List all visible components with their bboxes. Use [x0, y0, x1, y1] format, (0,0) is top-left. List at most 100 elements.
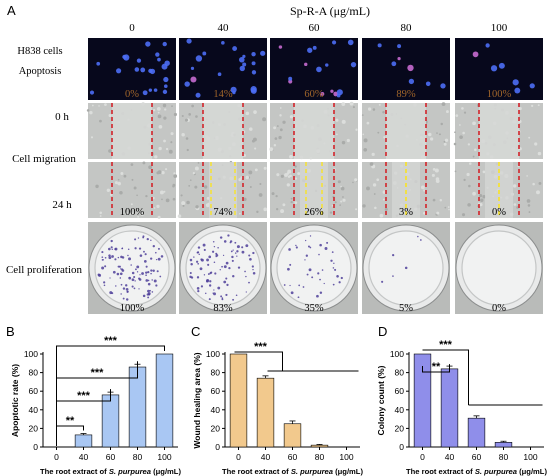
colony-dot — [114, 248, 117, 251]
texture-dot — [482, 170, 486, 174]
migration-percent: 74% — [213, 207, 233, 218]
texture-dot — [108, 113, 112, 118]
texture-dot — [368, 107, 371, 110]
x-axis-label: The root extract of S. purpurea (μg/mL) — [406, 467, 547, 476]
texture-dot — [184, 118, 189, 122]
colony-dot — [127, 254, 129, 257]
colony-dot — [302, 286, 305, 288]
colony-dot — [225, 277, 228, 280]
colony-dot — [319, 291, 323, 294]
apoptosis-percent: 14% — [213, 89, 233, 100]
texture-dot — [263, 166, 267, 170]
texture-dot — [168, 149, 173, 154]
texture-dot — [123, 174, 127, 178]
x-tick-label: 0 — [54, 452, 59, 462]
cell-nucleus — [304, 62, 308, 67]
texture-dot — [444, 138, 449, 142]
x-axis-label-post: (μg/mL) — [333, 467, 363, 476]
colony-dot — [249, 257, 252, 261]
colony-dot — [219, 269, 221, 271]
texture-dot — [276, 173, 280, 177]
colony-dot — [419, 239, 422, 241]
texture-dot — [194, 166, 199, 171]
significance-label: *** — [77, 390, 91, 402]
colony-dot — [152, 244, 155, 248]
texture-dot — [248, 170, 253, 175]
texture-dot — [195, 205, 199, 209]
migration-image: 26% — [270, 162, 358, 218]
cell-nucleus — [347, 39, 354, 46]
colony-dot — [306, 273, 309, 276]
colony-dot — [227, 234, 230, 237]
colony-dot — [160, 255, 164, 258]
migration-percent: 100% — [120, 207, 145, 218]
cell-nucleus — [251, 61, 256, 66]
texture-dot — [354, 178, 358, 182]
texture-dot — [538, 181, 542, 185]
texture-dot — [472, 121, 476, 126]
texture-dot — [106, 188, 111, 192]
texture-dot — [177, 214, 182, 218]
colony-dot — [316, 294, 319, 298]
colony-dot — [226, 283, 229, 287]
colony-dot — [245, 291, 247, 293]
texture-dot — [206, 196, 210, 200]
migration-image: 100% — [88, 161, 178, 219]
colony-dot — [245, 244, 249, 248]
texture-dot — [384, 207, 388, 211]
colony-dot — [288, 248, 291, 251]
colony-dot — [212, 240, 215, 243]
colony-dot — [245, 275, 247, 278]
cell-nucleus — [514, 87, 521, 94]
texture-dot — [286, 183, 290, 187]
colony-dot — [392, 275, 394, 277]
texture-dot — [443, 140, 446, 143]
y-tick-label: 40 — [211, 405, 221, 415]
texture-dot — [374, 206, 377, 210]
texture-dot — [276, 208, 279, 211]
texture-dot — [355, 208, 358, 211]
texture-dot — [99, 119, 102, 123]
cell-nucleus — [391, 61, 397, 67]
colony-dot — [208, 255, 212, 259]
colony-dot — [199, 267, 203, 271]
row-label-migration: Cell migration — [12, 153, 76, 165]
colony-percent: 35% — [304, 303, 324, 314]
texture-dot — [294, 165, 297, 168]
colony-dot — [326, 241, 329, 244]
colony-dot — [131, 271, 135, 275]
texture-dot — [287, 175, 291, 178]
texture-dot — [164, 168, 168, 171]
colony-dot — [241, 250, 245, 254]
y-tick-label: 60 — [395, 386, 405, 396]
colony-dot — [214, 272, 217, 275]
colony-dot — [133, 287, 136, 290]
colony-dot — [200, 285, 204, 288]
texture-dot — [341, 102, 346, 107]
bar — [229, 353, 248, 448]
colony-dot — [120, 268, 124, 271]
colony-dot — [139, 254, 143, 257]
texture-dot — [340, 185, 342, 188]
texture-dot — [289, 115, 294, 119]
colony-dot — [147, 282, 151, 286]
dose-label: 60 — [309, 22, 321, 34]
y-tick-label: 60 — [211, 386, 221, 396]
texture-dot — [462, 131, 465, 135]
colony-dot — [213, 289, 215, 291]
texture-dot — [482, 195, 486, 199]
texture-dot — [528, 136, 531, 139]
texture-dot — [349, 101, 354, 106]
colony-dot — [221, 298, 224, 301]
cell-nucleus — [134, 67, 140, 72]
well-inner — [94, 230, 170, 306]
colony-dot — [101, 266, 105, 270]
texture-dot — [188, 184, 191, 187]
colony-dot — [251, 265, 254, 268]
texture-dot — [526, 199, 531, 203]
colony-dot — [295, 244, 297, 247]
cell-nucleus — [149, 68, 156, 75]
cell-nucleus — [407, 64, 414, 72]
colony-dot — [110, 246, 113, 249]
colony-dot — [121, 256, 125, 259]
